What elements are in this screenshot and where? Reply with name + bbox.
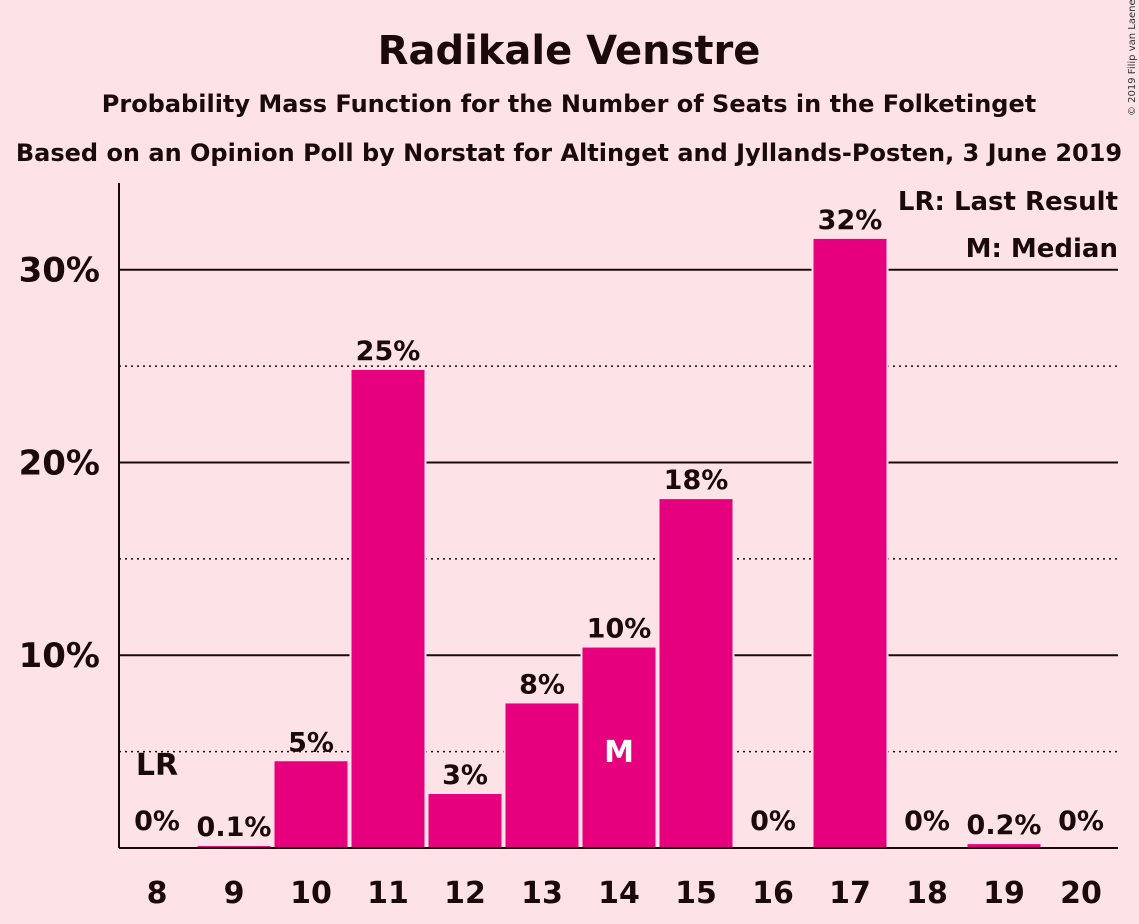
x-tick-label: 19 <box>983 876 1025 911</box>
bar-seats-11 <box>351 369 425 848</box>
median-marker: M <box>604 735 634 770</box>
y-tick-label: 30% <box>19 251 100 291</box>
bar-value-label: 0% <box>1058 806 1104 837</box>
x-tick-label: 20 <box>1060 876 1102 911</box>
bar-gap <box>195 844 273 848</box>
bar-value-label: 8% <box>519 669 565 700</box>
bar-seats-15 <box>659 499 733 848</box>
bar-value-label: 0% <box>134 806 180 837</box>
x-tick-label: 13 <box>521 876 563 911</box>
bar-seats-10 <box>274 761 348 848</box>
x-tick-label: 17 <box>829 876 871 911</box>
x-tick-label: 11 <box>367 876 409 911</box>
bars: 0% LR 0.1% 5% 25% 3% 8% 10% M 18% 0% 32% 0% 0.2% 0% <box>134 205 1104 848</box>
bar-seats-12 <box>428 794 502 848</box>
bar-value-label: 25% <box>356 336 421 367</box>
axes: 10% 20% 30% 8 9 10 11 12 13 14 15 16 17 18 19 20 <box>19 183 1118 911</box>
x-tick-label: 14 <box>598 876 640 911</box>
bar-value-label: 10% <box>587 614 652 645</box>
bar-seats-19 <box>967 844 1041 848</box>
chart-subtitle: Probability Mass Function for the Number… <box>102 90 1036 118</box>
last-result-marker: LR <box>136 748 178 783</box>
x-tick-label: 10 <box>290 876 332 911</box>
x-tick-label: 12 <box>444 876 486 911</box>
chart-subtitle-poll: Based on an Opinion Poll by Norstat for … <box>16 139 1122 167</box>
bar-value-label: 0% <box>904 806 950 837</box>
bar-seats-13 <box>505 703 579 848</box>
bar-seats-17 <box>813 238 887 848</box>
y-tick-label: 20% <box>19 443 100 483</box>
x-tick-label: 18 <box>906 876 948 911</box>
legend-median: M: Median <box>966 234 1118 264</box>
bar-value-label: 5% <box>288 727 334 758</box>
bar-value-label: 3% <box>442 760 488 791</box>
copyright-notice: © 2019 Filip van Laenen <box>1127 0 1138 116</box>
bar-seats-14 <box>582 647 656 848</box>
bar-value-label: 0.1% <box>197 812 272 843</box>
legend-last-result: LR: Last Result <box>898 187 1118 217</box>
bar-value-label: 0% <box>750 806 796 837</box>
bar-value-label: 18% <box>664 465 729 496</box>
chart-title: Radikale Venstre <box>378 28 761 74</box>
x-tick-label: 16 <box>752 876 794 911</box>
x-tick-label: 8 <box>147 876 168 911</box>
bar-value-label: 32% <box>818 205 883 236</box>
x-tick-label: 9 <box>224 876 245 911</box>
y-tick-label: 10% <box>19 636 100 676</box>
x-tick-label: 15 <box>675 876 717 911</box>
bar-value-label: 0.2% <box>967 810 1042 841</box>
